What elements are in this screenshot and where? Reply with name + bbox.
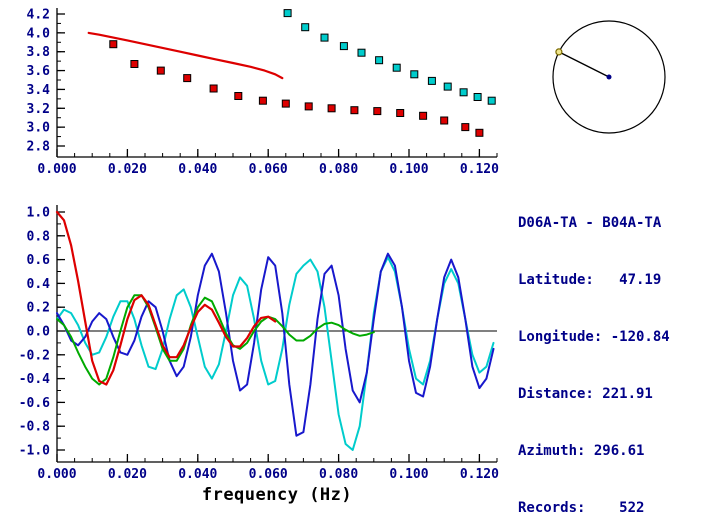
measured-dispersion-red-marker xyxy=(419,111,428,120)
azimuth-circle xyxy=(552,20,666,134)
measured-dispersion-cyan-marker xyxy=(392,63,401,72)
svg-text:-1.0: -1.0 xyxy=(19,444,50,459)
svg-text:-0.4: -0.4 xyxy=(19,372,50,387)
measured-dispersion-cyan-marker xyxy=(427,76,436,85)
measured-dispersion-red-marker xyxy=(234,92,243,100)
trace-green xyxy=(56,294,375,386)
svg-text:0.020: 0.020 xyxy=(108,467,147,482)
measured-dispersion-red-marker xyxy=(183,74,192,83)
measured-dispersion-red-marker xyxy=(350,106,359,115)
measured-dispersion-cyan-marker xyxy=(320,33,329,42)
measured-dispersion-cyan-marker xyxy=(410,70,419,79)
azimuth-diagram xyxy=(552,20,666,134)
measured-dispersion-red-marker xyxy=(258,96,267,105)
trace-red xyxy=(55,210,277,386)
svg-text:0.6: 0.6 xyxy=(27,253,51,268)
svg-text:0.060: 0.060 xyxy=(249,467,288,482)
measured-dispersion-red-marker xyxy=(130,60,139,68)
svg-text:-0.2: -0.2 xyxy=(19,348,50,363)
measured-dispersion-cyan-marker xyxy=(487,96,496,105)
waveform-plot-axes: 0.000 0.020 0.040 0.060 0.080 0.100 0.120 -1.0 -… xyxy=(19,205,499,482)
measured-dispersion-cyan-marker xyxy=(357,48,366,57)
dispersion-plot-series xyxy=(87,9,496,137)
svg-text:0.0: 0.0 xyxy=(27,325,51,340)
azimuth-line: Azimuth: 296.61 xyxy=(518,443,645,459)
measured-dispersion-red-marker xyxy=(304,102,313,111)
svg-text:0.060: 0.060 xyxy=(249,162,288,177)
measured-dispersion-red-marker xyxy=(461,123,470,132)
measured-dispersion-cyan-marker xyxy=(301,23,310,32)
measured-dispersion-red-marker xyxy=(475,128,484,137)
svg-text:0.040: 0.040 xyxy=(178,162,217,177)
measured-dispersion-red-marker xyxy=(109,40,118,49)
svg-text:4.0: 4.0 xyxy=(27,26,51,41)
measured-dispersion-cyan-marker xyxy=(443,82,452,91)
svg-text:3.8: 3.8 xyxy=(27,45,51,60)
trace-cyan xyxy=(56,256,495,451)
svg-text:0.080: 0.080 xyxy=(319,467,358,482)
reference-dispersion-curve xyxy=(87,31,284,80)
measured-dispersion-cyan-marker xyxy=(283,9,292,18)
svg-text:2.8: 2.8 xyxy=(27,140,51,155)
trace-blue xyxy=(56,252,495,437)
measured-dispersion-red-marker xyxy=(156,66,165,75)
svg-text:0.120: 0.120 xyxy=(460,467,499,482)
records-line: Records: 522 xyxy=(518,500,645,516)
waveform-plot-series xyxy=(55,210,495,451)
svg-text:0.020: 0.020 xyxy=(108,162,147,177)
svg-text:0.2: 0.2 xyxy=(27,301,50,316)
measured-dispersion-cyan-marker xyxy=(459,88,468,97)
svg-text:1.0: 1.0 xyxy=(27,206,51,221)
svg-text:3.2: 3.2 xyxy=(27,102,50,117)
svg-text:3.6: 3.6 xyxy=(27,64,51,79)
x-axis-title: frequency (Hz) xyxy=(201,485,353,505)
svg-text:0.080: 0.080 xyxy=(319,162,358,177)
svg-text:4.2: 4.2 xyxy=(27,8,50,23)
svg-text:3.0: 3.0 xyxy=(27,121,51,136)
svg-text:0.120: 0.120 xyxy=(460,162,499,177)
measured-dispersion-red-marker xyxy=(327,104,336,113)
measured-dispersion-red-marker xyxy=(396,109,405,117)
station-pair-label: D06A-TA - B04A-TA xyxy=(518,215,662,231)
svg-text:0.100: 0.100 xyxy=(389,162,428,177)
latitude-line: Latitude: 47.19 xyxy=(518,272,662,288)
svg-text:0.040: 0.040 xyxy=(178,467,217,482)
measured-dispersion-red-marker xyxy=(440,116,449,125)
station-center-dot xyxy=(606,74,612,80)
measured-dispersion-cyan-marker xyxy=(339,42,348,51)
measured-dispersion-cyan-marker xyxy=(375,56,384,65)
svg-text:0.000: 0.000 xyxy=(37,467,76,482)
svg-text:0.4: 0.4 xyxy=(27,277,51,292)
svg-text:0.100: 0.100 xyxy=(389,467,428,482)
longitude-line: Longitude: -120.84 xyxy=(518,329,670,345)
svg-text:-0.6: -0.6 xyxy=(19,396,50,411)
dispersion-plot-axes: 0.000 0.020 0.040 0.060 0.080 0.100 0.120 2.8 3.… xyxy=(27,8,500,178)
azimuth-endpoint-marker xyxy=(555,48,563,56)
svg-text:0.8: 0.8 xyxy=(27,229,51,244)
svg-text:-0.8: -0.8 xyxy=(19,420,50,435)
svg-text:3.4: 3.4 xyxy=(27,83,51,98)
measured-dispersion-red-marker xyxy=(281,99,290,108)
measured-dispersion-cyan-marker xyxy=(473,93,482,101)
svg-text:0.000: 0.000 xyxy=(37,162,76,177)
station-info-panel: D06A-TA - B04A-TA Latitude: 47.19 Longit… xyxy=(518,176,670,519)
measured-dispersion-red-marker xyxy=(373,107,382,116)
measured-dispersion-red-marker xyxy=(209,84,218,93)
distance-line: Distance: 221.91 xyxy=(518,386,653,402)
